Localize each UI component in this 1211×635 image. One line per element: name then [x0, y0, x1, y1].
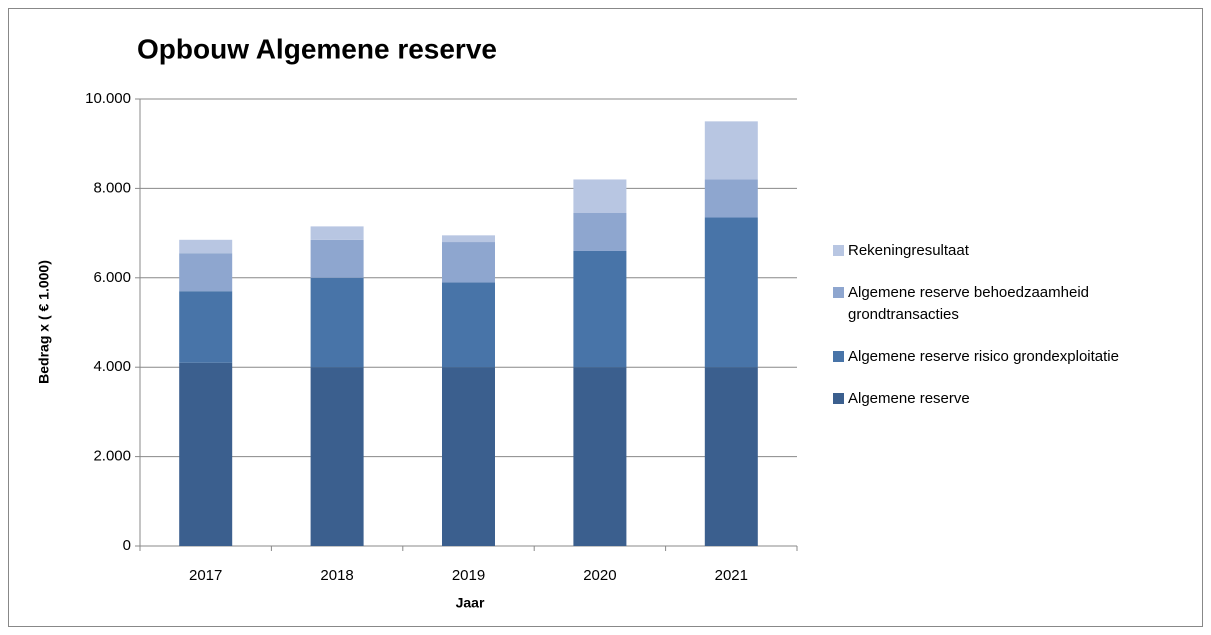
y-tick-label: 10.000	[85, 90, 131, 107]
legend-label: Algemene reserve	[848, 390, 970, 407]
legend-swatch	[833, 245, 844, 256]
bar-segment	[573, 179, 627, 213]
x-tick-label: 2019	[452, 567, 485, 584]
bar-segment	[442, 235, 495, 243]
legend-entry: Algemene reserve	[833, 388, 1195, 410]
bar-segment	[442, 282, 495, 368]
legend-entry: Rekeningresultaat	[833, 240, 1195, 262]
legend-label: Algemene reserve behoedzaamheid grondtra…	[848, 284, 1089, 323]
bar-segment	[310, 226, 364, 240]
x-tick-label: 2021	[715, 567, 748, 584]
bar-segment	[704, 121, 758, 180]
bar-segment	[442, 242, 495, 283]
y-tick-label: 0	[123, 537, 131, 554]
bar-segment	[704, 217, 758, 368]
bar-segment	[310, 239, 364, 278]
legend-label: Rekeningresultaat	[848, 242, 969, 259]
y-tick-label: 4.000	[93, 358, 131, 375]
x-tick-label: 2020	[583, 567, 616, 584]
bar-segment	[310, 277, 364, 368]
bar-segment	[704, 179, 758, 218]
chart-title: Opbouw Algemene reserve	[137, 33, 497, 64]
x-tick-label: 2018	[320, 567, 353, 584]
bar-segment	[442, 367, 495, 546]
y-tick-label: 2.000	[93, 448, 131, 465]
bar-segment	[573, 250, 627, 368]
legend: Rekeningresultaat Algemene reserve behoed…	[833, 240, 1195, 430]
bar-segment	[179, 362, 233, 546]
bar-segment	[179, 253, 233, 292]
bar-segment	[573, 367, 627, 546]
x-tick-label: 2017	[189, 567, 222, 584]
legend-swatch	[833, 351, 844, 362]
legend-entry: Algemene reserve risico grondexploitatie	[833, 346, 1195, 368]
bar-segment	[704, 367, 758, 546]
bar-segment	[310, 367, 364, 546]
bar-segment	[573, 212, 627, 251]
bar-segment	[179, 239, 233, 254]
y-axis-label: Bedrag x ( € 1.000)	[36, 260, 52, 384]
legend-swatch	[833, 393, 844, 404]
legend-label: Algemene reserve risico grondexploitatie	[848, 348, 1119, 365]
y-tick-label: 8.000	[93, 179, 131, 196]
x-axis-label: Jaar	[456, 595, 485, 611]
legend-swatch	[833, 287, 844, 298]
legend-entry: Algemene reserve behoedzaamheid grondtra…	[833, 282, 1195, 326]
y-tick-label: 6.000	[93, 269, 131, 286]
bar-segment	[179, 291, 233, 363]
